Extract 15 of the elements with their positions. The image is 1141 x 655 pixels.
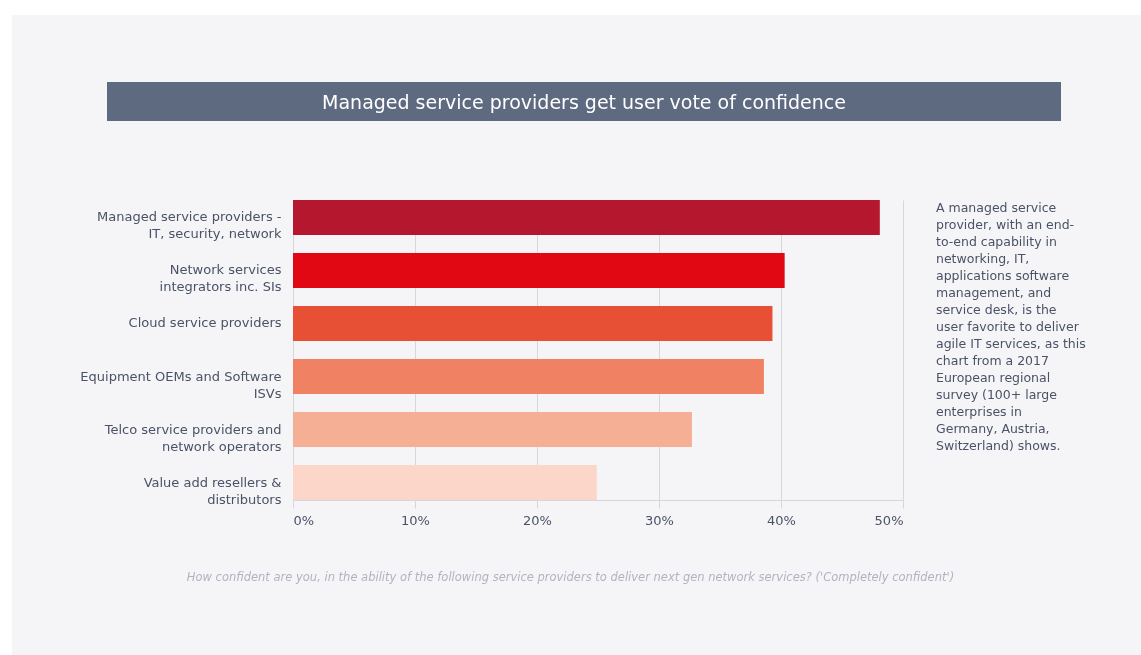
text: A managed service provider, with an end-to-end capability in networking, IT, applications software management, and service desk, is the user favorite to deliver agile IT services, as this chart from a 2017 European regional survey (100+ large enterprises in Germany, Austria, Switzerland) shows.: [936, 200, 1086, 453]
y-tick-label: Equipment OEMs and Software ISVs: [80, 368, 282, 401]
y-tick-label: Telco service providers and network operators: [103, 421, 282, 454]
y-tick-label: Managed service providers - IT, security, network: [97, 209, 282, 242]
y-tick-label: Value add resellers & distributors: [143, 474, 282, 507]
x-tick-label: 30%: [645, 512, 674, 528]
text: How confident are you, in the ability of the following service providers to deliver next gen network services? ('Completely confident'): [185, 570, 956, 584]
x-tick-label: 0%: [293, 512, 315, 528]
x-tick-label: 10%: [401, 512, 430, 528]
x-tick-label: 20%: [523, 512, 552, 528]
x-tick-label: 40%: [767, 512, 796, 528]
chart-title: Managed service providers get user vote of confidence: [107, 82, 1061, 121]
x-tick-label: 50%: [874, 512, 904, 528]
y-tick-label: Cloud service providers: [128, 315, 282, 331]
y-tick-label: Network services integrators inc. SIs: [159, 262, 282, 295]
